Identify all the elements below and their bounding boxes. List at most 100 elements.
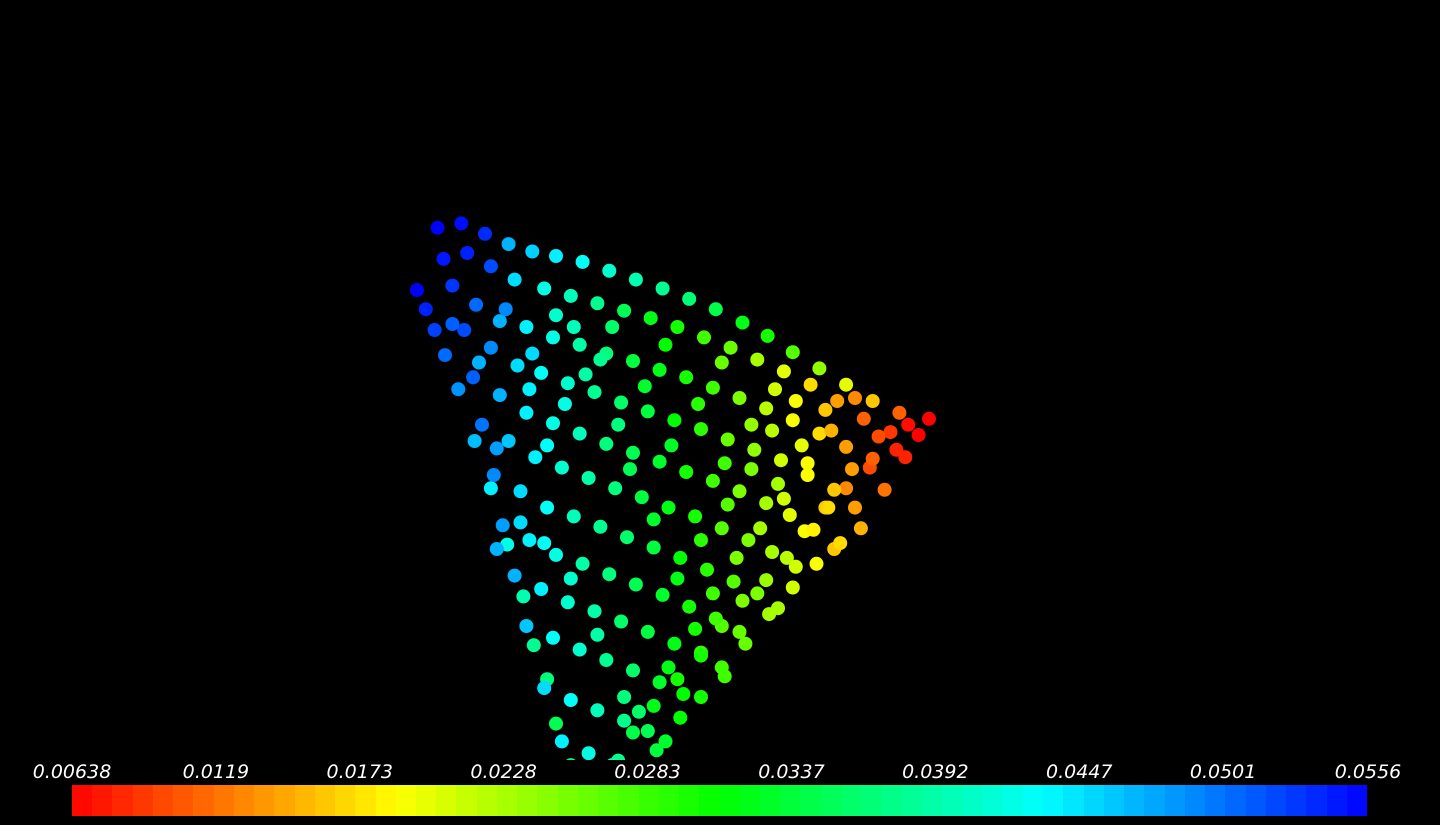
scatter-point: [673, 710, 688, 725]
scatter-point: [848, 500, 862, 515]
colorbar-tick-label: 0.0173: [326, 761, 394, 783]
scatter-point: [409, 283, 424, 297]
scatter-point: [762, 607, 777, 622]
colorbar-step: [1346, 785, 1367, 816]
scatter-point: [670, 571, 685, 586]
scatter-point: [788, 559, 803, 574]
scatter-point: [726, 574, 741, 589]
colorbar-step: [1265, 785, 1287, 816]
colorbar-step: [1023, 785, 1044, 816]
scatter-point: [705, 586, 720, 601]
scatter-point: [679, 465, 694, 479]
colorbar-step: [314, 785, 336, 816]
scatter-point: [549, 547, 563, 562]
scatter-point: [566, 509, 581, 524]
scatter-point: [475, 417, 489, 432]
scatter-point: [525, 346, 540, 361]
scatter-point: [498, 302, 513, 317]
scatter-point: [563, 693, 578, 707]
colorbar-step: [719, 785, 740, 816]
scatter-point: [670, 320, 685, 334]
scatter-point: [427, 323, 442, 337]
scatter-point: [614, 614, 629, 629]
scatter-point: [774, 453, 788, 468]
colorbar-tick-label: 0.0392: [902, 761, 969, 783]
scatter-point: [892, 405, 907, 420]
scatter-point: [708, 611, 723, 626]
colorbar-step: [921, 785, 943, 816]
colorbar-step: [254, 785, 275, 816]
colorbar-step: [861, 785, 882, 816]
scatter-point: [741, 533, 756, 548]
scatter-point: [522, 533, 537, 548]
scatter-point: [738, 636, 753, 651]
scatter-point: [534, 582, 549, 596]
scatter-point: [418, 302, 433, 317]
scatter-point: [549, 716, 563, 731]
colorbar-step: [699, 785, 720, 816]
scatter-point: [628, 272, 643, 287]
scatter-point: [623, 462, 637, 477]
colorbar-step: [1063, 785, 1084, 816]
scatter-point: [729, 550, 744, 565]
scatter-point: [735, 315, 750, 330]
colorbar-tick-label: 0.0283: [614, 761, 681, 783]
colorbar-step: [598, 785, 619, 816]
colorbar-step: [335, 785, 356, 816]
scatter-point: [735, 593, 750, 608]
scatter-point: [785, 580, 800, 595]
scatter-point: [652, 675, 667, 690]
colorbar-step: [618, 785, 639, 816]
scatter-point: [469, 297, 484, 312]
scatter-point: [806, 522, 821, 537]
scatter-point: [607, 758, 617, 760]
scatter-point: [779, 550, 794, 565]
scatter-point: [856, 411, 871, 426]
scatter-point: [467, 434, 482, 448]
colorbar-step: [800, 785, 821, 816]
colorbar-step: [780, 785, 801, 816]
colorbar-tick-labels: 0.00638 0.0119 0.0173 0.0228 0.0283 0.0337 0.0…: [0, 758, 1440, 786]
scatter-point: [812, 361, 827, 376]
colorbar-step: [294, 785, 315, 816]
scatter-point: [519, 405, 534, 420]
colorbar-step: [638, 785, 659, 816]
scatter-point: [759, 401, 774, 416]
colorbar-step: [1083, 785, 1104, 816]
scatter-point: [845, 462, 859, 477]
colorbar-step: [1164, 785, 1185, 816]
scatter-point: [848, 391, 862, 405]
scatter-point: [714, 521, 729, 536]
colorbar-tick-label: 0.0556: [1334, 761, 1402, 783]
scatter-point: [546, 416, 560, 431]
scatter-point: [537, 536, 552, 551]
scatter-point: [608, 481, 623, 496]
scatter-point: [593, 352, 608, 367]
colorbar-step: [577, 785, 599, 816]
scatter-point: [501, 434, 516, 448]
colorbar-step: [476, 785, 497, 816]
scatter-point: [581, 746, 596, 760]
scatter-point: [785, 345, 800, 360]
scatter-point: [510, 358, 525, 373]
colorbar-tick-label: 0.00638: [32, 761, 112, 783]
colorbar-step: [901, 785, 922, 816]
scatter-point: [661, 660, 676, 675]
colorbar-step: [375, 785, 396, 816]
scatter-point: [590, 627, 605, 642]
scatter-point: [617, 303, 632, 318]
scatter-point: [744, 462, 759, 477]
scatter-point: [782, 508, 797, 522]
scatter-point: [646, 512, 661, 527]
colorbar-step: [962, 785, 983, 816]
scatter-point: [611, 417, 626, 432]
scatter-point: [549, 249, 563, 263]
scatter-point: [658, 734, 673, 749]
scatter-point: [750, 352, 765, 367]
scatter-point: [839, 481, 854, 496]
scatter-point: [513, 484, 528, 499]
scatter-point: [708, 302, 723, 317]
scatter-point: [652, 454, 667, 469]
colorbar-step: [881, 785, 902, 816]
colorbar-step: [820, 785, 841, 816]
